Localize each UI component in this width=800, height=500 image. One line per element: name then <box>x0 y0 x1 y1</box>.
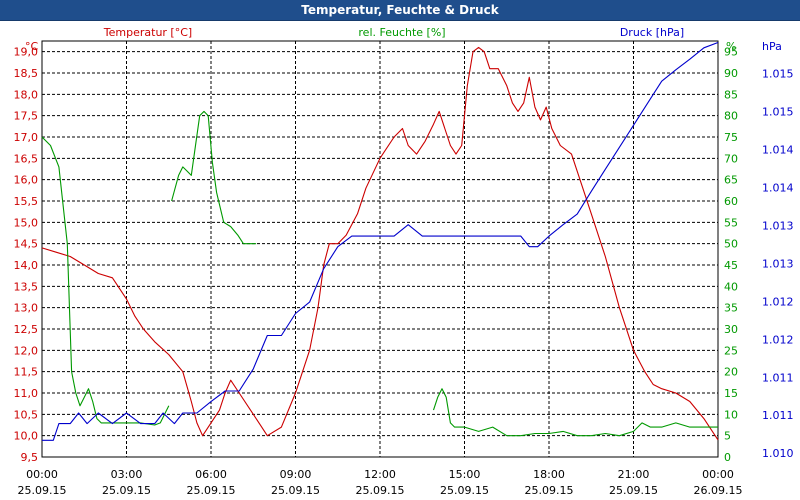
humidity-tick-label: 55 <box>724 216 738 229</box>
x-tick-time: 15:00 <box>449 468 481 481</box>
temp-tick-label: 11,5 <box>14 366 39 379</box>
temp-tick-label: 18,5 <box>14 67 39 80</box>
x-tick-time: 03:00 <box>111 468 143 481</box>
series-line-pressure <box>42 41 719 441</box>
temp-tick-label: 15,0 <box>14 216 39 229</box>
pressure-tick-label: 1.013 <box>762 257 794 270</box>
humidity-tick-label: 15 <box>724 387 738 400</box>
x-tick-date: 25.09.15 <box>18 484 67 497</box>
temp-tick-label: 10,5 <box>14 408 39 421</box>
series-group <box>41 41 719 441</box>
temp-tick-label: 14,5 <box>14 238 39 251</box>
humidity-unit-label: % <box>726 40 736 53</box>
x-tick-time: 18:00 <box>533 468 565 481</box>
y-tick-labels: 9,5 10,0 10,5 11,0 11,5 12,0 12,5 13,0 13,5 14,0 1… <box>14 46 794 464</box>
x-tick-date: 25.09.15 <box>525 484 574 497</box>
pressure-tick-label: 1.014 <box>762 144 794 157</box>
humidity-tick-label: 95 <box>724 46 738 59</box>
temp-tick-label: 13,5 <box>14 280 39 293</box>
series-line-temperature <box>41 46 719 441</box>
humidity-tick-label: 50 <box>724 238 738 251</box>
humidity-tick-label: 80 <box>724 110 738 123</box>
temp-tick-label: 14,0 <box>14 259 39 272</box>
temp-tick-label: 12,0 <box>14 344 39 357</box>
pressure-tick-label: 1.012 <box>762 295 794 308</box>
humidity-tick-label: 30 <box>724 323 738 336</box>
x-tick-time: 12:00 <box>364 468 396 481</box>
temp-tick-label: 11,0 <box>14 387 39 400</box>
x-tick-time: 06:00 <box>195 468 227 481</box>
grid <box>42 41 718 457</box>
pressure-tick-label: 1.013 <box>762 219 794 232</box>
temp-tick-label: 18,0 <box>14 88 39 101</box>
title-bar: Temperatur, Feuchte & Druck <box>0 0 800 21</box>
pressure-tick-label: 1.015 <box>762 106 794 119</box>
temp-unit-label: °C <box>25 40 39 53</box>
pressure-tick-label: 1.015 <box>762 68 794 81</box>
temp-axis-label: Temperatur [°C] <box>103 26 192 39</box>
temp-tick-label: 17,5 <box>14 110 39 123</box>
temp-tick-label: 17,0 <box>14 131 39 144</box>
humidity-axis-label: rel. Feuchte [%] <box>358 26 445 39</box>
x-tick-date: 25.09.15 <box>356 484 405 497</box>
humidity-tick-label: 85 <box>724 88 738 101</box>
pressure-tick-label: 1.014 <box>762 182 794 195</box>
x-tick-time: 00:00 <box>702 468 734 481</box>
pressure-tick-label: 1.010 <box>762 447 794 460</box>
humidity-tick-label: 90 <box>724 67 738 80</box>
x-tick-date: 26.09.15 <box>694 484 743 497</box>
humidity-tick-label: 5 <box>724 430 731 443</box>
humidity-tick-label: 25 <box>724 344 738 357</box>
pressure-unit-label: hPa <box>762 40 782 53</box>
series-line-humidity <box>432 388 718 437</box>
axis-headers: °C Temperatur [°C] rel. Feuchte [%] Druc… <box>25 26 782 53</box>
pressure-axis-label: Druck [hPa] <box>620 26 684 39</box>
temp-tick-label: 16,0 <box>14 174 39 187</box>
humidity-tick-label: 45 <box>724 259 738 272</box>
humidity-tick-label: 70 <box>724 152 738 165</box>
humidity-tick-label: 75 <box>724 131 738 144</box>
humidity-tick-label: 0 <box>724 451 731 464</box>
x-tick-date: 25.09.15 <box>102 484 151 497</box>
humidity-tick-label: 20 <box>724 366 738 379</box>
humidity-tick-label: 60 <box>724 195 738 208</box>
temp-tick-label: 10,0 <box>14 430 39 443</box>
x-tick-time: 00:00 <box>26 468 58 481</box>
x-tick-date: 25.09.15 <box>440 484 489 497</box>
humidity-tick-label: 10 <box>724 408 738 421</box>
chart-title: Temperatur, Feuchte & Druck <box>301 3 499 17</box>
x-tick-labels: 00:00 25.09.15 03:00 25.09.15 06:00 25.09.15 0… <box>18 468 743 497</box>
pressure-tick-label: 1.012 <box>762 333 794 346</box>
x-tick-date: 25.09.15 <box>187 484 236 497</box>
temp-tick-label: 9,5 <box>21 451 39 464</box>
x-tick-date: 25.09.15 <box>609 484 658 497</box>
temp-tick-label: 13,0 <box>14 302 39 315</box>
x-tick-date: 25.09.15 <box>271 484 320 497</box>
x-tick-time: 09:00 <box>280 468 312 481</box>
temp-tick-label: 16,5 <box>14 152 39 165</box>
series-line-humidity <box>171 110 257 245</box>
pressure-tick-label: 1.011 <box>762 409 794 422</box>
temp-tick-label: 12,5 <box>14 323 39 336</box>
humidity-tick-label: 40 <box>724 280 738 293</box>
temp-tick-label: 15,5 <box>14 195 39 208</box>
pressure-tick-label: 1.011 <box>762 371 794 384</box>
temp-tick-label: 19,0 <box>14 46 39 59</box>
humidity-tick-label: 35 <box>724 302 738 315</box>
x-tick-time: 21:00 <box>618 468 650 481</box>
humidity-tick-label: 65 <box>724 174 738 187</box>
